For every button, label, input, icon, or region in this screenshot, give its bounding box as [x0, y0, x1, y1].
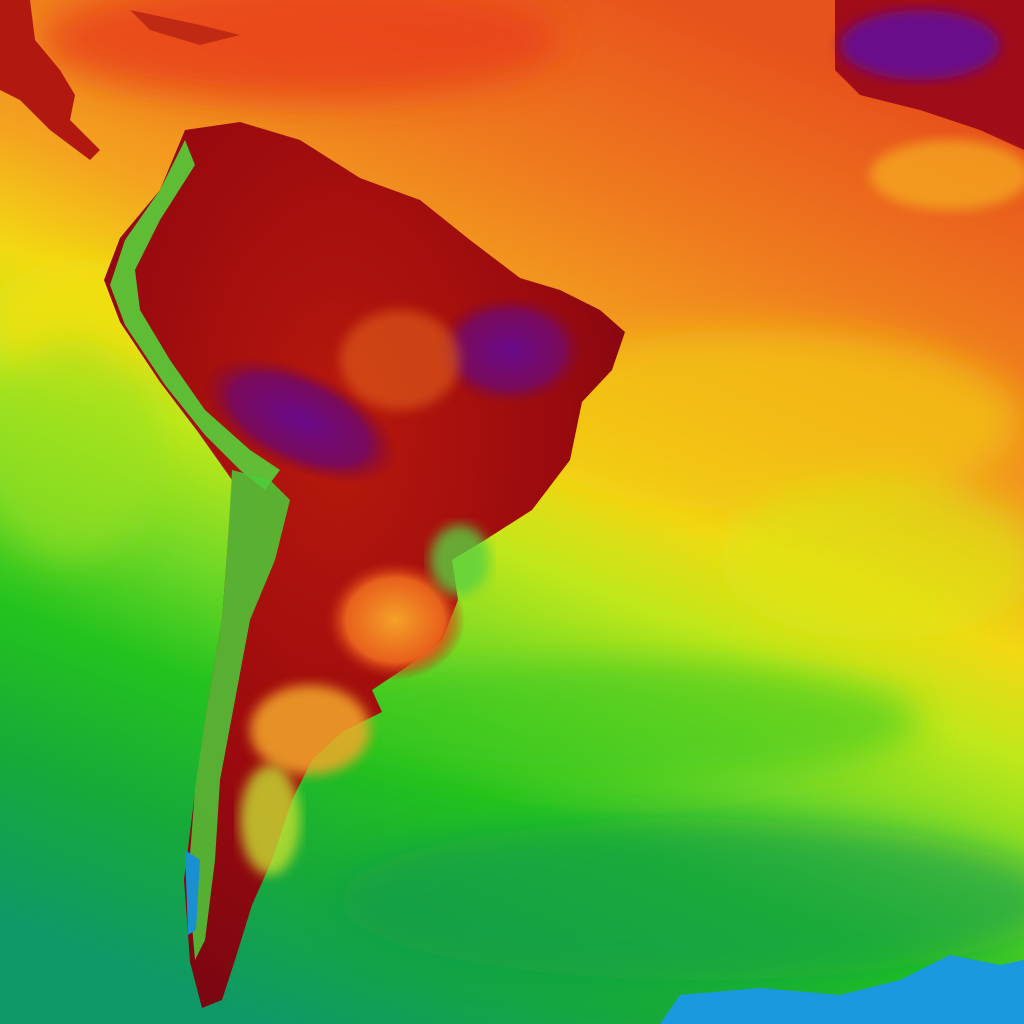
- warm-patch: [500, 330, 1020, 510]
- argentina-region: [325, 560, 465, 680]
- central-america-land: [0, 0, 100, 160]
- cold-region: [660, 955, 1024, 1024]
- warm-zone: [340, 310, 460, 410]
- cool-patch: [320, 660, 920, 780]
- patagonia-north: [250, 685, 370, 775]
- africa-hot-zone: [840, 10, 1000, 80]
- hot-zone: [435, 295, 585, 405]
- andes-south: [188, 470, 290, 960]
- hot-zone: [202, 356, 398, 484]
- africa-coast: [870, 140, 1024, 210]
- cold-patch: [340, 820, 1024, 980]
- warm-patch: [720, 480, 1024, 640]
- south-brazil-coast: [430, 525, 490, 595]
- andes-north: [110, 140, 280, 490]
- caribbean-island: [130, 10, 240, 45]
- cool-patch: [0, 340, 160, 560]
- patagonian-ice: [185, 850, 200, 935]
- patagonia-south: [240, 765, 300, 875]
